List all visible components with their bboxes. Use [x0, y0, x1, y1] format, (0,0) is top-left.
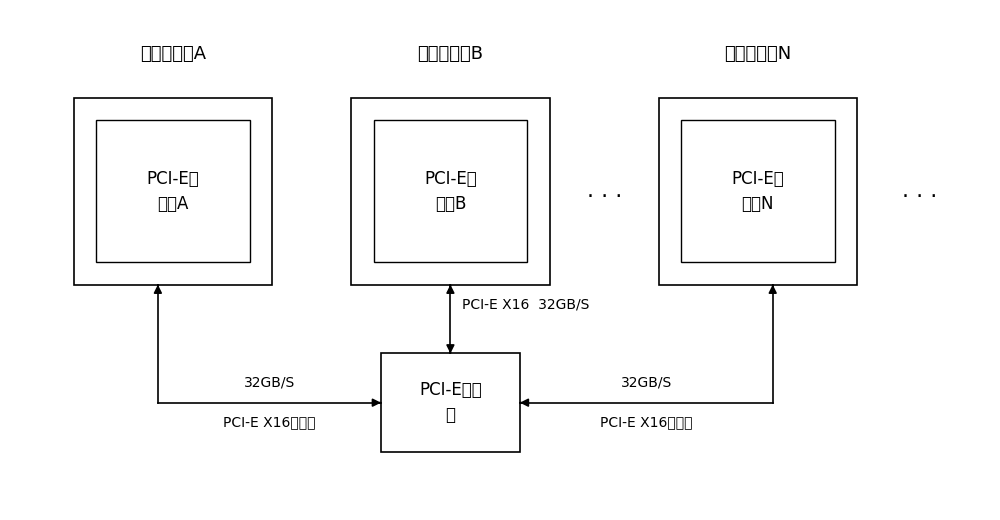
Text: 32GB/S: 32GB/S — [621, 376, 672, 390]
Text: PCI-E X16连接线: PCI-E X16连接线 — [600, 415, 693, 430]
Text: . . .: . . . — [902, 181, 937, 201]
FancyBboxPatch shape — [351, 98, 550, 284]
FancyBboxPatch shape — [96, 120, 250, 263]
FancyBboxPatch shape — [381, 354, 520, 452]
Text: 计算机设备A: 计算机设备A — [140, 45, 206, 63]
Text: 计算机设备B: 计算机设备B — [417, 45, 483, 63]
FancyBboxPatch shape — [374, 120, 527, 263]
Text: PCI-E扩
展卡B: PCI-E扩 展卡B — [424, 170, 477, 213]
Text: 32GB/S: 32GB/S — [244, 376, 295, 390]
FancyBboxPatch shape — [74, 98, 272, 284]
Text: PCI-E交换
机: PCI-E交换 机 — [419, 381, 482, 424]
Text: PCI-E扩
展卡A: PCI-E扩 展卡A — [146, 170, 199, 213]
Text: 计算机设备N: 计算机设备N — [724, 45, 791, 63]
FancyBboxPatch shape — [659, 98, 857, 284]
Text: PCI-E X16连接线: PCI-E X16连接线 — [223, 415, 316, 430]
Text: PCI-E X16  32GB/S: PCI-E X16 32GB/S — [462, 297, 590, 311]
Text: . . .: . . . — [587, 181, 622, 201]
FancyBboxPatch shape — [681, 120, 835, 263]
Text: PCI-E扩
展卡N: PCI-E扩 展卡N — [731, 170, 784, 213]
